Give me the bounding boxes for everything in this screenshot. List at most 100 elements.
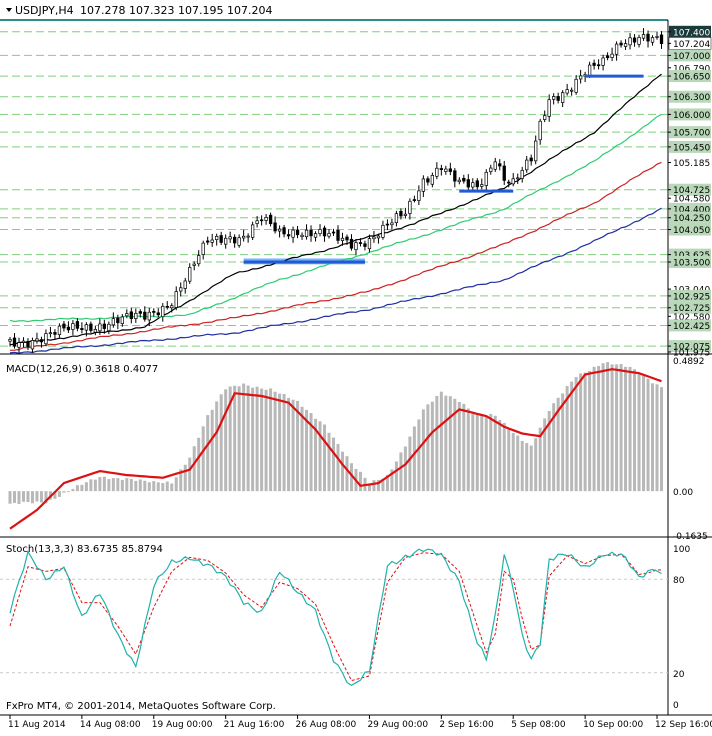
candle-body (489, 167, 493, 173)
candle-body (8, 339, 12, 342)
macd-histogram-bar (372, 480, 376, 492)
macd-histogram-bar (206, 415, 210, 492)
macd-histogram-bar (376, 480, 380, 492)
chart-header: USDJPY,H4 107.278 107.323 107.195 107.20… (6, 4, 272, 17)
candle-body (12, 337, 17, 347)
candle-body (439, 168, 443, 170)
candle-body (179, 287, 183, 292)
macd-histogram-bar (237, 386, 241, 492)
candle-body (107, 323, 111, 331)
macd-histogram-bar (224, 389, 228, 492)
candle-body (71, 323, 75, 330)
macd-histogram-bar (179, 469, 183, 492)
macd-histogram-bar (394, 461, 398, 492)
macd-histogram-bar (80, 484, 84, 492)
candle-body (224, 237, 228, 245)
macd-histogram-bar (507, 429, 511, 492)
candle-body (210, 239, 214, 243)
candle-body (480, 184, 484, 187)
candle-body (650, 37, 655, 43)
candle-body (471, 182, 475, 188)
candle-body (466, 179, 470, 188)
candle-body (538, 120, 542, 141)
macd-histogram-bar (246, 385, 250, 492)
price-tick-label: 104.725 (673, 186, 710, 196)
candle-body (98, 323, 102, 332)
candle-body (183, 280, 187, 289)
macd-histogram-bar (170, 483, 174, 492)
macd-histogram-bar (156, 482, 160, 492)
macd-histogram-bar (358, 471, 362, 492)
candle-body (547, 99, 551, 117)
candle-body (462, 177, 466, 182)
macd-histogram-bar (93, 479, 97, 492)
candle-body (277, 228, 282, 232)
ohlc-values: 107.278 107.323 107.195 107.204 (80, 4, 272, 17)
price-label-bg (669, 211, 711, 224)
price-tick-label: 106.300 (673, 93, 710, 103)
candle-body (372, 236, 376, 240)
macd-histogram-bar (646, 378, 650, 492)
candle-body (331, 231, 336, 234)
candle-body (390, 222, 394, 226)
candle-body (336, 230, 340, 241)
candle-body (354, 242, 358, 251)
time-tick-label: 26 Aug 08:00 (296, 720, 357, 730)
candle-body (197, 255, 201, 265)
macd-tick-label: 0.00 (673, 488, 693, 498)
macd-histogram-bar (8, 491, 12, 504)
candle-body (569, 89, 574, 92)
candle-body (89, 323, 93, 331)
candle-body (628, 37, 632, 46)
macd-histogram-bar (120, 479, 124, 492)
macd-histogram-bar (197, 437, 201, 492)
candle-body (435, 167, 439, 177)
macd-panel[interactable]: MACD(12,26,9) 0.3618 0.40770.48920.00-0.… (0, 357, 712, 542)
candle-body (39, 339, 44, 343)
price-panel-bg (0, 20, 712, 352)
candle-body (525, 159, 529, 171)
moving-average-line (9, 161, 662, 351)
price-label-bg (669, 49, 711, 62)
candle-body (241, 235, 246, 239)
triangle-down-icon[interactable] (6, 8, 12, 12)
macd-histogram-bar (12, 491, 16, 503)
time-tick-label: 10 Sep 00:00 (583, 720, 643, 730)
price-tick-label: 106.650 (673, 73, 710, 83)
price-tick-label: 104.400 (673, 205, 710, 215)
stochastic-panel[interactable]: Stoch(13,3,3) 83.6735 85.8794 100 80 20 0 (0, 544, 712, 716)
candle-body (623, 43, 628, 47)
macd-histogram-bar (215, 401, 219, 492)
macd-histogram-bar (615, 364, 619, 492)
macd-histogram-bar (381, 478, 385, 492)
candle-body (192, 263, 196, 266)
price-label-bg (669, 140, 711, 153)
macd-histogram-bar (426, 404, 430, 492)
time-tick-label: 14 Aug 08:00 (80, 720, 141, 730)
macd-histogram-bar (547, 410, 551, 492)
candle-body (309, 229, 313, 237)
macd-histogram-bar (561, 393, 565, 492)
candle-body (502, 165, 506, 181)
candle-body (417, 190, 421, 201)
macd-histogram-bar (610, 364, 614, 492)
candle-body (340, 237, 345, 241)
candle-body (44, 333, 48, 345)
price-label-bg (669, 70, 711, 83)
candle-body (448, 168, 452, 172)
candle-body (641, 34, 646, 39)
macd-histogram-bar (480, 415, 484, 492)
symbol-timeframe: USDJPY,H4 (15, 4, 74, 17)
candle-body (561, 92, 565, 103)
candle-body (619, 42, 623, 46)
macd-histogram-bar (511, 432, 515, 492)
candle-body (457, 179, 461, 183)
macd-histogram-bar (138, 479, 142, 492)
time-tick-label: 5 Sep 08:00 (511, 720, 566, 730)
macd-histogram-bar (601, 363, 605, 492)
macd-histogram-bar (57, 491, 61, 497)
macd-histogram-bar (129, 479, 133, 492)
